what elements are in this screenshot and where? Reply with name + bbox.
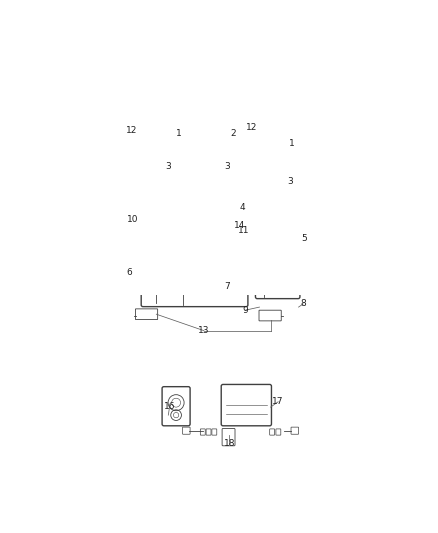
Text: 10: 10 [127,215,138,224]
Text: 16: 16 [164,402,175,411]
Text: 18: 18 [223,439,235,448]
Text: 14: 14 [234,221,245,230]
Text: 3: 3 [166,161,171,171]
Text: 11: 11 [238,225,250,235]
Text: 12: 12 [246,124,257,132]
Text: 1: 1 [176,129,181,138]
Text: 12: 12 [126,126,137,135]
Text: 4: 4 [240,204,245,213]
Text: 9: 9 [242,306,248,314]
Text: 8: 8 [300,300,306,309]
Text: 3: 3 [225,161,230,171]
Text: 5: 5 [301,233,307,243]
Text: 2: 2 [231,129,237,138]
Text: 3: 3 [287,177,293,186]
Text: 1: 1 [289,140,294,148]
Text: 6: 6 [127,268,133,277]
Text: 17: 17 [272,397,284,406]
Text: 7: 7 [225,282,230,290]
Text: 13: 13 [198,326,210,335]
